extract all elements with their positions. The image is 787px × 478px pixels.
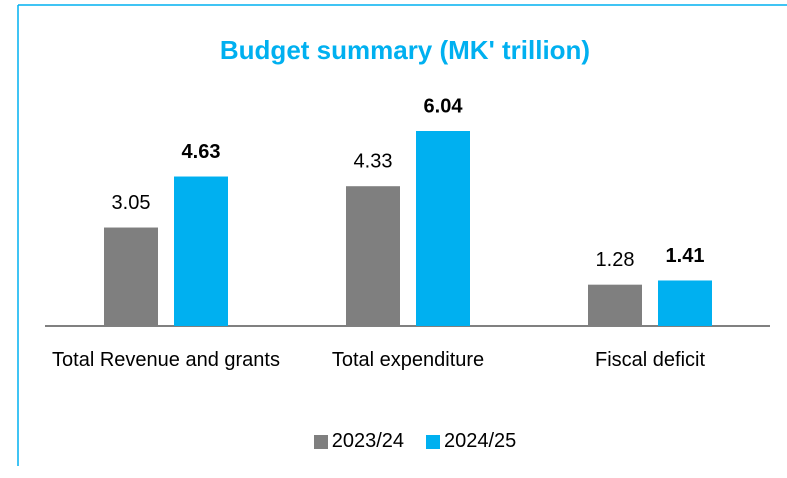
- legend-item: 2024/25: [426, 430, 516, 453]
- chart-title: Budget summary (MK' trillion): [220, 35, 590, 65]
- bar: [588, 284, 642, 326]
- legend: 2023/24 2024/25: [0, 430, 787, 453]
- data-label: 4.63: [182, 141, 221, 163]
- x-tick-label: Total Revenue and grants: [52, 349, 280, 371]
- bar: [346, 186, 400, 326]
- legend-swatch: [313, 434, 328, 449]
- bar: [104, 227, 158, 326]
- x-tick-label: Fiscal deficit: [594, 349, 706, 371]
- bar: [174, 176, 228, 326]
- data-label: 3.05: [112, 192, 151, 214]
- legend-swatch: [426, 434, 440, 449]
- data-label: 6.04: [424, 95, 464, 117]
- legend-item: 2023/24: [313, 430, 404, 453]
- bar: [658, 280, 712, 326]
- data-label: 1.41: [666, 245, 705, 267]
- legend-label: 2023/24: [331, 430, 404, 452]
- x-tick-label: Total expenditure: [331, 349, 485, 371]
- data-label: 4.33: [354, 150, 393, 172]
- bar: [416, 131, 470, 326]
- data-label: 1.28: [596, 249, 635, 271]
- legend-label: 2024/25: [444, 430, 517, 452]
